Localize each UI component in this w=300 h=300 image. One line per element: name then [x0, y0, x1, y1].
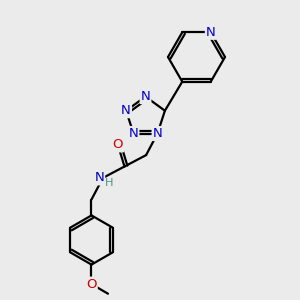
Text: N: N — [121, 104, 131, 117]
Text: N: N — [94, 171, 104, 184]
Text: O: O — [86, 278, 97, 291]
Text: O: O — [112, 138, 123, 152]
Text: N: N — [206, 26, 216, 39]
Text: N: N — [153, 127, 162, 140]
Text: H: H — [105, 178, 114, 188]
Text: N: N — [129, 127, 138, 140]
Text: N: N — [141, 90, 150, 103]
